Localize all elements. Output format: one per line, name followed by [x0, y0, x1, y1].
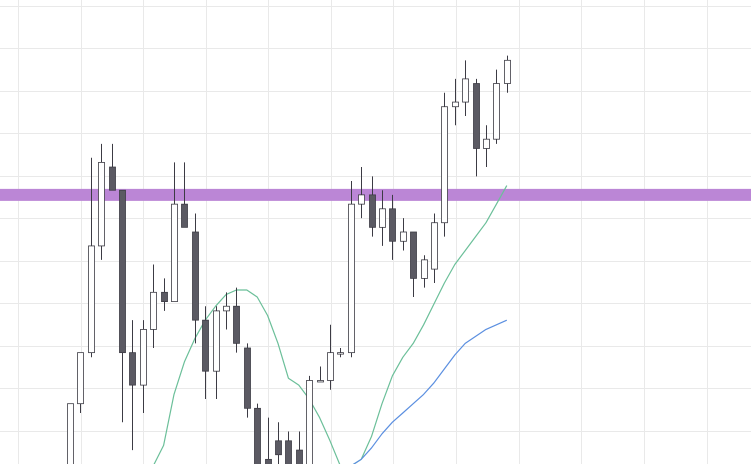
candle [337, 348, 344, 358]
ma-slow-line [352, 319, 508, 464]
candle [379, 190, 386, 246]
candle [369, 176, 376, 237]
candle [223, 292, 230, 330]
candle [181, 162, 188, 228]
candle [296, 431, 303, 464]
candle-body [369, 194, 376, 228]
candle-body [327, 352, 334, 381]
candle-body [493, 83, 500, 140]
candle-body [348, 203, 355, 354]
candle-body [337, 352, 344, 355]
candle-body [431, 222, 438, 270]
candles [67, 55, 511, 464]
candle [400, 218, 407, 251]
candle-body [129, 352, 136, 386]
candle-body [452, 101, 459, 108]
candle [317, 366, 324, 383]
candle-body [285, 440, 292, 464]
candle-body [192, 231, 199, 321]
candle-body [98, 161, 105, 247]
candle-body [77, 352, 84, 405]
candle [452, 78, 459, 126]
candle-body [410, 231, 417, 279]
candle [192, 213, 199, 344]
candle [504, 55, 511, 93]
candle [150, 264, 157, 348]
candle [306, 375, 313, 464]
candle [358, 167, 365, 219]
candle-body [441, 106, 448, 224]
candle-body [317, 380, 324, 383]
candle [254, 403, 261, 464]
candle-body [119, 189, 126, 354]
candle-body [150, 291, 157, 330]
candle [327, 324, 334, 390]
candle-body [223, 305, 230, 312]
candle-body [109, 166, 116, 191]
candle-body [254, 407, 261, 464]
candle [265, 417, 272, 464]
candle [421, 255, 428, 288]
candle-body [462, 78, 469, 103]
candle-body [67, 403, 74, 464]
candle-body [202, 319, 209, 372]
candle-body [213, 310, 220, 372]
candle-body [379, 208, 386, 228]
candle [275, 422, 282, 464]
ma-fast-line [153, 185, 508, 464]
candle [88, 157, 95, 358]
candle [202, 306, 209, 400]
moving-averages [153, 185, 508, 464]
candle-body [275, 440, 282, 456]
candle [483, 125, 490, 168]
candle [77, 352, 84, 413]
candle-body [233, 305, 240, 344]
candle-body [171, 203, 178, 303]
candle-body [181, 203, 188, 228]
candle-body [483, 138, 490, 149]
candle [473, 78, 480, 177]
candle [462, 60, 469, 116]
candle [161, 278, 168, 311]
candle [410, 231, 417, 297]
candle-body [421, 259, 428, 279]
candle-body [400, 231, 407, 242]
candle-body [504, 59, 511, 84]
candle-body [358, 194, 365, 205]
candle [493, 69, 500, 144]
candle [348, 180, 355, 358]
candle [389, 194, 396, 260]
candle-body [389, 208, 396, 242]
candle [67, 403, 74, 464]
candle-body [244, 347, 251, 409]
candle [98, 143, 105, 260]
candle [171, 162, 178, 303]
candle [244, 343, 251, 418]
candle [441, 92, 448, 237]
candle-body [88, 245, 95, 354]
candle [109, 143, 116, 191]
candle [431, 213, 438, 284]
candle-body [296, 449, 303, 464]
candle-body [161, 291, 168, 303]
candle [285, 431, 292, 464]
candle [140, 320, 147, 413]
candle [233, 287, 240, 353]
candle-body [306, 380, 313, 464]
candle [213, 306, 220, 400]
candle-body [140, 329, 147, 386]
candle [119, 189, 126, 423]
candle-body [473, 83, 480, 149]
candle [129, 320, 136, 451]
candle-body [265, 458, 272, 464]
